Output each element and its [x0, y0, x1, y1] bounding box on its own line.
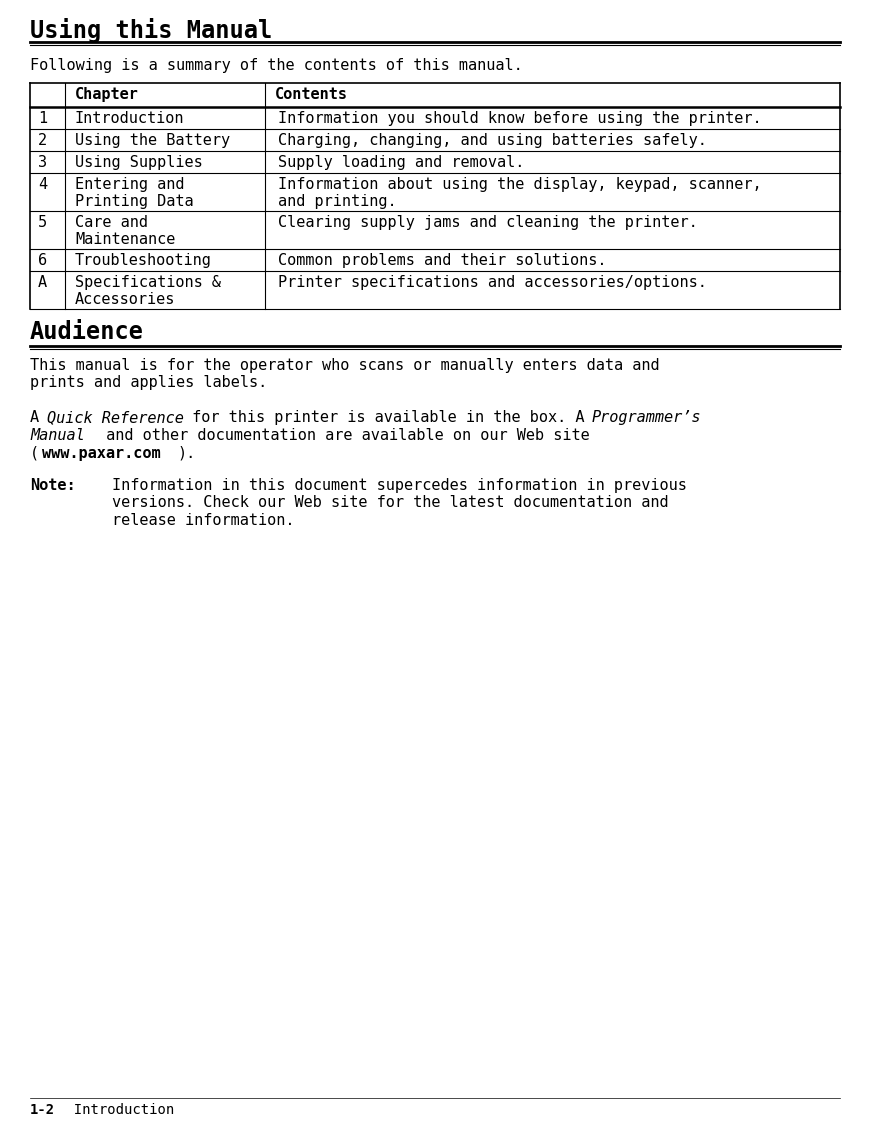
Text: Audience: Audience — [30, 320, 144, 344]
Text: Clearing supply jams and cleaning the printer.: Clearing supply jams and cleaning the pr… — [278, 214, 698, 230]
Text: 3: 3 — [38, 155, 47, 170]
Text: 1-2: 1-2 — [30, 1103, 55, 1117]
Text: Manual: Manual — [30, 428, 85, 442]
Text: Introduction: Introduction — [57, 1103, 175, 1117]
Text: 5: 5 — [38, 214, 47, 230]
Text: ).: ). — [177, 446, 196, 462]
Text: Troubleshooting: Troubleshooting — [75, 253, 212, 268]
Text: Information in this document supercedes information in previous
versions. Check : Information in this document supercedes … — [112, 478, 687, 528]
Text: Printer specifications and accessories/options.: Printer specifications and accessories/o… — [278, 275, 706, 290]
Text: Information you should know before using the printer.: Information you should know before using… — [278, 111, 761, 126]
Text: 6: 6 — [38, 253, 47, 268]
Text: This manual is for the operator who scans or manually enters data and
prints and: This manual is for the operator who scan… — [30, 358, 660, 391]
Text: Using the Battery: Using the Battery — [75, 133, 230, 148]
Text: Introduction: Introduction — [75, 111, 184, 126]
Text: Common problems and their solutions.: Common problems and their solutions. — [278, 253, 607, 268]
Text: A: A — [38, 275, 47, 290]
Text: Care and
Maintenance: Care and Maintenance — [75, 214, 176, 247]
Text: Following is a summary of the contents of this manual.: Following is a summary of the contents o… — [30, 58, 523, 73]
Text: and other documentation are available on our Web site: and other documentation are available on… — [97, 428, 590, 442]
Text: www.paxar.com: www.paxar.com — [42, 446, 161, 462]
Text: Specifications &
Accessories: Specifications & Accessories — [75, 275, 221, 308]
Text: Supply loading and removal.: Supply loading and removal. — [278, 155, 524, 170]
Text: 2: 2 — [38, 133, 47, 148]
Text: Using this Manual: Using this Manual — [30, 18, 272, 43]
Text: Note:: Note: — [30, 478, 76, 493]
Text: 1: 1 — [38, 111, 47, 126]
Text: Programmer’s: Programmer’s — [592, 410, 701, 424]
Text: Chapter: Chapter — [75, 86, 139, 102]
Text: A: A — [30, 410, 49, 424]
Text: Contents: Contents — [275, 86, 348, 102]
Text: (: ( — [30, 446, 39, 462]
Text: Quick Reference: Quick Reference — [47, 410, 184, 424]
Text: 4: 4 — [38, 177, 47, 192]
Text: Charging, changing, and using batteries safely.: Charging, changing, and using batteries … — [278, 133, 706, 148]
Text: Entering and
Printing Data: Entering and Printing Data — [75, 177, 194, 209]
Text: Using Supplies: Using Supplies — [75, 155, 202, 170]
Text: for this printer is available in the box. A: for this printer is available in the box… — [183, 410, 594, 424]
Text: Information about using the display, keypad, scanner,
and printing.: Information about using the display, key… — [278, 177, 761, 209]
